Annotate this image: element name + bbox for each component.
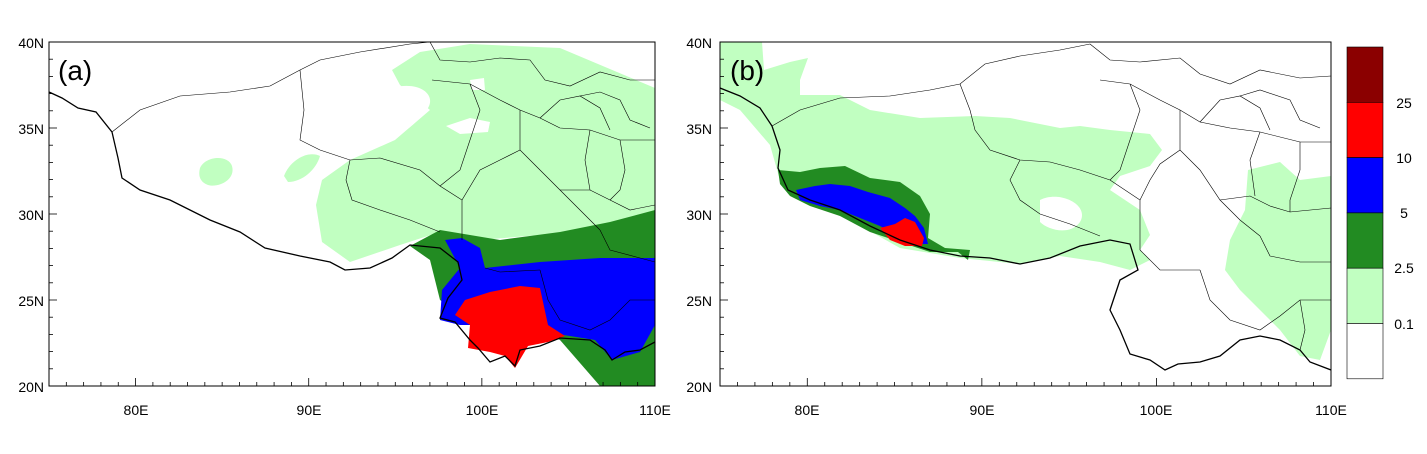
lon-tick-label: 100E (466, 402, 499, 418)
precip-field-red (455, 286, 565, 368)
colorbar-label: 2.5 (1394, 260, 1414, 276)
colorbar: 25 10 5 2.5 0.1 (1346, 46, 1414, 380)
colorbar-box (1346, 157, 1384, 214)
lon-tick-label: 80E (124, 402, 149, 418)
colorbar-boxes (1346, 46, 1384, 380)
lon-tick-label: 80E (795, 402, 820, 418)
precip-field-light-green-blob-2 (284, 154, 320, 182)
panel-label-a: (a) (58, 55, 92, 86)
panel-label-b: (b) (730, 55, 764, 86)
lon-tick-label: 110E (1315, 402, 1347, 418)
colorbar-box (1346, 323, 1384, 380)
lon-tick-label: 110E (639, 402, 671, 418)
panel-b: (b) 40N 35N 30N 25N 20N 80E 90E 100E 110… (686, 35, 1347, 418)
precip-field-red (880, 218, 924, 246)
lat-tick-label: 30N (18, 207, 44, 223)
country-border (49, 91, 655, 368)
lat-tick-label: 25N (686, 293, 712, 309)
colorbar-label: 0.1 (1394, 316, 1414, 332)
lat-tick-label: 40N (686, 35, 712, 51)
lat-tick-label: 20N (18, 379, 44, 395)
colorbar-label: 5 (1400, 205, 1408, 221)
lat-tick-label: 35N (18, 121, 44, 137)
lat-tick-label: 35N (686, 121, 712, 137)
ticks-b (719, 41, 1332, 387)
lat-tick-label: 25N (18, 293, 44, 309)
colorbar-box (1346, 212, 1384, 269)
precip-field-light-green (316, 44, 655, 262)
no-precip-hole-2 (446, 118, 490, 134)
precip-field-light-green (720, 42, 1162, 270)
colorbar-box (1346, 267, 1384, 324)
no-precip-hole (1040, 196, 1082, 231)
lat-tick-label: 30N (686, 207, 712, 223)
lat-tick-label: 40N (18, 35, 44, 51)
no-precip-hole-1 (392, 85, 431, 133)
lon-tick-label: 90E (970, 402, 995, 418)
no-precip-hole-3 (470, 78, 485, 90)
precip-field-light-green-east (1225, 162, 1331, 360)
colorbar-label: 25 (1396, 95, 1412, 111)
country-border (720, 87, 1331, 371)
province-borders (771, 43, 1331, 351)
province-borders (111, 42, 655, 331)
colorbar-box (1346, 46, 1384, 103)
colorbar-label: 10 (1396, 150, 1412, 166)
lat-tick-label: 20N (686, 379, 712, 395)
ticks-a (48, 41, 656, 387)
lon-tick-label: 100E (1140, 402, 1173, 418)
lon-tick-label: 90E (297, 402, 322, 418)
panel-a: (a) 40N 35N 30N 25N 20N 80E 90E 100E 110… (18, 35, 671, 418)
precip-field-light-green-blob-1 (199, 157, 233, 186)
colorbar-box (1346, 102, 1384, 158)
